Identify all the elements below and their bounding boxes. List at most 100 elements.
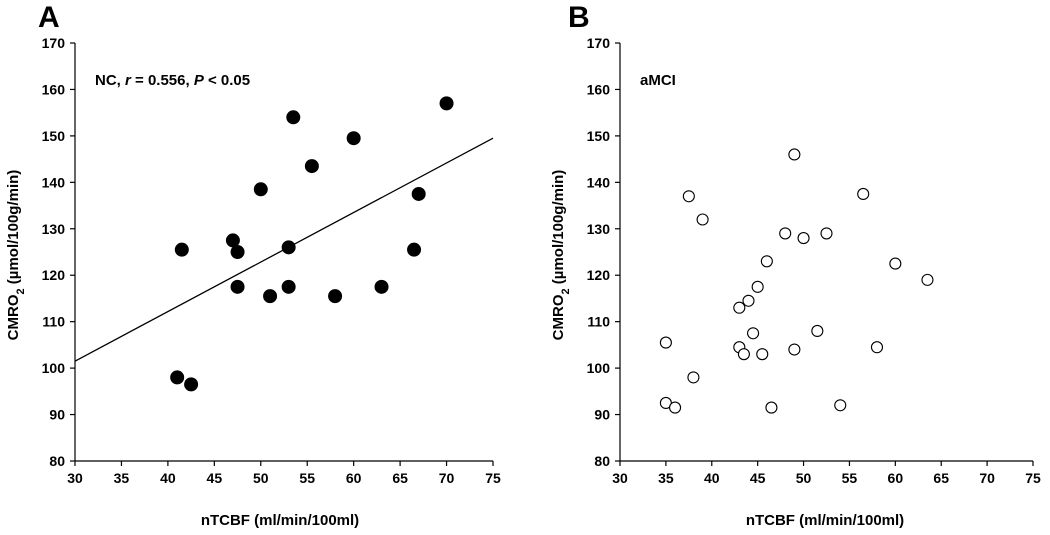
x-tick-label: 55 (299, 470, 315, 486)
y-tick-label: 90 (49, 407, 65, 423)
data-point (765, 401, 778, 414)
data-point (439, 96, 454, 111)
y-label-main: CMRO (550, 294, 567, 340)
x-tick-label: 30 (612, 470, 628, 486)
data-point (184, 377, 199, 392)
annotation-p-symbol: P (194, 72, 205, 89)
data-point (328, 289, 343, 304)
y-label-units: (µmol/100g/min) (550, 170, 567, 289)
data-point (174, 242, 189, 257)
data-point (820, 227, 833, 240)
data-point (304, 159, 319, 174)
data-point (756, 348, 769, 361)
y-label-subscript: 2 (15, 288, 27, 294)
x-tick-label: 70 (439, 470, 455, 486)
y-tick-label: 90 (594, 407, 610, 423)
data-point (834, 399, 847, 412)
x-tick-label: 60 (888, 470, 904, 486)
y-tick-label: 100 (42, 360, 66, 376)
x-tick-label: 45 (207, 470, 223, 486)
annotation-r-value: = 0.556, (131, 72, 194, 89)
x-tick-label: 50 (796, 470, 812, 486)
y-axis-label: CMRO2 (µmol/100g/min) (5, 170, 27, 341)
y-tick-label: 120 (587, 267, 611, 283)
data-point (742, 294, 755, 307)
annotation-p-value: < 0.05 (204, 72, 250, 89)
x-tick-label: 40 (160, 470, 176, 486)
y-label-subscript: 2 (560, 288, 572, 294)
data-point (870, 341, 884, 354)
data-point (407, 242, 422, 257)
data-point (281, 240, 296, 255)
x-axis-label: nTCBF (ml/min/100ml) (201, 512, 359, 529)
data-point (263, 289, 278, 304)
data-point (889, 257, 902, 270)
data-point (374, 279, 389, 294)
y-tick-label: 150 (42, 128, 66, 144)
data-point (225, 233, 240, 248)
x-tick-label: 35 (658, 470, 674, 486)
x-tick-label: 45 (750, 470, 766, 486)
group-annotation: aMCI (640, 72, 676, 89)
data-point (346, 131, 361, 146)
data-point (687, 371, 700, 384)
y-tick-label: 160 (42, 81, 66, 97)
y-tick-label: 140 (587, 174, 611, 190)
y-tick-label: 80 (594, 453, 610, 469)
y-tick-label: 110 (587, 314, 610, 330)
x-tick-label: 35 (114, 470, 130, 486)
data-point (696, 213, 709, 226)
data-point (751, 280, 764, 293)
y-axis-label: CMRO2 (µmol/100g/min) (550, 170, 572, 341)
data-point (281, 279, 296, 294)
data-point (253, 182, 268, 197)
y-tick-label: 170 (42, 35, 66, 51)
x-tick-label: 55 (842, 470, 858, 486)
data-point (669, 401, 682, 414)
data-point (857, 187, 870, 200)
y-tick-label: 100 (587, 360, 611, 376)
data-point (286, 110, 301, 125)
annotation-group: NC, (95, 72, 125, 89)
data-point (760, 255, 773, 268)
data-point (733, 301, 746, 314)
y-label-main: CMRO (5, 294, 22, 340)
stats-annotation: NC, r = 0.556, P < 0.05 (95, 72, 250, 89)
data-point (788, 148, 801, 161)
y-tick-label: 120 (42, 267, 66, 283)
x-tick-label: 75 (1025, 470, 1041, 486)
data-point (921, 273, 934, 286)
x-tick-label: 65 (392, 470, 408, 486)
data-point (411, 186, 426, 201)
data-point (230, 279, 245, 294)
panel-a: A NC, r = 0.556, P < 0.05 nTCBF (ml/min/… (5, 1, 501, 529)
panel-letter-a: A (38, 1, 60, 34)
y-tick-label: 150 (587, 128, 611, 144)
y-tick-label: 160 (587, 81, 611, 97)
data-point (779, 227, 792, 240)
data-point (797, 232, 810, 245)
data-point (747, 327, 760, 340)
x-tick-label: 70 (979, 470, 995, 486)
x-tick-label: 30 (67, 470, 83, 486)
annotation-group: aMCI (640, 72, 676, 89)
y-tick-label: 170 (587, 35, 611, 51)
x-tick-label: 40 (704, 470, 720, 486)
y-tick-label: 130 (587, 221, 611, 237)
y-tick-label: 140 (42, 174, 66, 190)
y-tick-label: 110 (42, 314, 65, 330)
data-point (788, 343, 801, 356)
panel-letter-b: B (568, 1, 590, 34)
x-tick-label: 60 (346, 470, 362, 486)
x-tick-label: 50 (253, 470, 269, 486)
data-point (659, 336, 672, 349)
panel-b: B aMCI nTCBF (ml/min/100ml) CMRO2 (µmol/… (550, 1, 1041, 529)
data-point (737, 348, 750, 361)
data-point (230, 245, 245, 259)
y-tick-label: 80 (49, 453, 65, 469)
data-point (170, 370, 185, 385)
data-point (811, 324, 824, 338)
x-tick-label: 75 (485, 470, 501, 486)
x-tick-label: 65 (933, 470, 949, 486)
